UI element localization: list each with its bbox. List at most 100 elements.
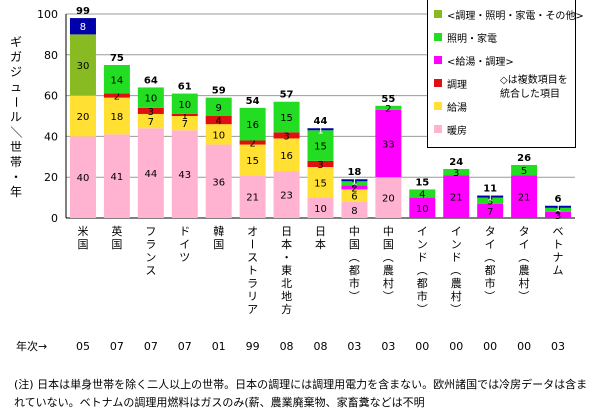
x-category-label: ム [553, 264, 564, 277]
bar-segment [69, 18, 96, 35]
data-label: 15 [314, 142, 327, 153]
bar-segment [69, 34, 96, 96]
x-category-label: 市 [417, 289, 428, 303]
x-category-label: （ [483, 252, 496, 263]
data-label: 7 [148, 117, 154, 128]
x-category-label: （ [449, 265, 462, 276]
bar-segment [171, 116, 198, 131]
x-year-label: 05 [76, 340, 90, 353]
legend-item: 給湯 [434, 99, 467, 114]
x-category-label: イ [417, 225, 428, 238]
data-label: 1 [317, 125, 323, 136]
x-category-label: 日 [315, 225, 326, 238]
y-axis-label-char: ー [9, 96, 23, 108]
x-category-label: 米 [77, 225, 88, 238]
x-category-label: ド [451, 251, 462, 264]
data-label: 16 [246, 120, 259, 131]
x-category-label: オ [247, 225, 258, 238]
x-category-label: 本 [281, 237, 292, 251]
bar-segment [307, 167, 334, 198]
x-year-label: 00 [415, 340, 429, 353]
data-label: 40 [77, 173, 90, 184]
x-category-label: ー [246, 239, 259, 250]
x-category-label: 市 [485, 276, 496, 290]
bar-segment [171, 113, 198, 116]
y-axis-label-char: 帯 [10, 155, 22, 169]
total-label: 54 [246, 96, 260, 107]
x-category-label: （ [347, 252, 360, 263]
bar-segment [477, 195, 504, 198]
x-year-label: 00 [449, 340, 463, 353]
stacked-bar-chart: 020406080100ギガジュール／世帯・年402030899米国054118… [9, 6, 575, 353]
bar-segment [103, 97, 130, 135]
x-category-label: 東 [281, 264, 292, 277]
bar-segment [307, 128, 334, 131]
x-year-label: 03 [381, 340, 395, 353]
x-category-label: ） [483, 291, 496, 302]
data-label: 5 [521, 166, 527, 177]
y-axis-label-char: ギ [10, 35, 22, 49]
y-tick-label: 20 [44, 171, 58, 184]
x-year-label: 01 [212, 340, 226, 353]
total-label: 75 [110, 53, 124, 64]
y-tick-label: 100 [37, 8, 58, 21]
x-year-label: 00 [517, 340, 531, 353]
legend-swatch [434, 79, 442, 87]
data-label: 7 [182, 119, 188, 130]
x-year-label: 07 [110, 340, 124, 353]
bar-segment [545, 211, 572, 218]
bar-segment [409, 197, 436, 218]
x-category-label: ス [247, 251, 258, 264]
bar-segment [341, 181, 368, 186]
y-axis-label-char: ／ [9, 126, 23, 138]
bar-segment [273, 101, 300, 133]
data-label: 21 [518, 193, 531, 204]
x-category-label: タ [519, 225, 530, 238]
x-category-label: 北 [281, 277, 292, 290]
total-label: 99 [76, 6, 90, 17]
bar-segment [205, 144, 232, 218]
data-label: 3 [555, 211, 561, 222]
x-category-label: ） [381, 291, 394, 302]
data-label: 8 [80, 22, 86, 33]
y-tick-label: 0 [51, 212, 58, 225]
x-category-label: ナ [553, 251, 564, 264]
data-label: 41 [111, 172, 124, 183]
x-category-label: 都 [485, 264, 496, 277]
bar-segment [341, 189, 368, 202]
y-tick-label: 40 [44, 130, 58, 143]
legend-note: ◇は複数項目を統合した項目 [500, 75, 568, 100]
data-label: 3 [283, 131, 289, 142]
x-category-label: 村 [383, 276, 394, 290]
x-year-label: 00 [483, 340, 497, 353]
bar-segment [137, 128, 164, 218]
x-category-label: ド [417, 251, 428, 264]
bar-segment [511, 164, 538, 176]
x-category-label: 村 [451, 289, 462, 303]
data-label: 2 [351, 183, 357, 194]
x-category-label: 農 [383, 263, 394, 277]
x-category-label: 農 [451, 276, 462, 290]
bar-segment [375, 177, 402, 218]
data-label: 21 [246, 193, 259, 204]
legend-label: 給湯 [447, 102, 467, 114]
data-label: 3 [453, 168, 459, 179]
bar-segment [273, 138, 300, 172]
y-axis-label-char: ジ [10, 65, 22, 79]
total-label: 26 [517, 153, 531, 164]
bar-segment [137, 87, 164, 108]
x-year-label: 03 [347, 340, 361, 353]
total-label: 6 [555, 194, 562, 205]
data-label: 43 [178, 170, 191, 181]
data-label: 3 [487, 197, 493, 208]
x-category-label: 韓 [213, 225, 224, 238]
bar-segment [205, 116, 232, 125]
data-label: 2 [249, 139, 255, 150]
data-label: 2 [114, 92, 120, 103]
x-category-label: イ [519, 238, 530, 251]
bar-segment [137, 113, 164, 129]
y-axis-label-char: ・ [10, 170, 22, 184]
footnote: (注) 日本は単身世帯を除く二人以上の世帯。日本の調理には調理用電力を含まない。… [14, 378, 588, 409]
total-label: 24 [449, 157, 463, 168]
bar-segment [375, 105, 402, 110]
